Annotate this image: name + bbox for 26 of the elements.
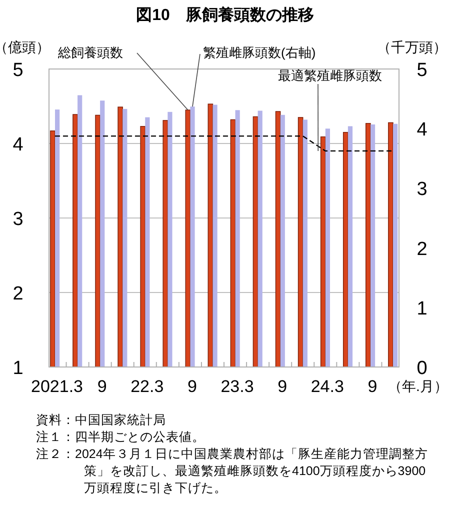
x-tick-label: 23.3 (220, 377, 254, 396)
x-axis-title: （年.月） (388, 378, 448, 394)
y2-tick-label: 1 (416, 298, 428, 320)
x-tick-label: 9 (368, 377, 378, 396)
text: 資料：中国国家統計局 (36, 412, 167, 429)
x-tick-label: 22.3 (130, 377, 164, 396)
text: 注１：四半期ごとの公表値。 (36, 429, 206, 446)
text: 注２：2024年３月１日に中国農業農村部は「豚生産能力管理調整方策」を改訂し、最適繁殖雌豚頭数を4100万頭程度から3900万頭程度に引き下げた。 (36, 446, 428, 497)
y-axis-title: （億頭） (0, 39, 50, 55)
y-tick-label: 2 (12, 284, 24, 304)
y2-tick-label: 0 (416, 358, 428, 379)
y-tick-label: 3 (12, 209, 24, 230)
y2-axis-title: （千万頭） (377, 39, 447, 55)
chart-title: 図10 豚飼養頭数の推移 (136, 6, 314, 24)
x-tick-label: 9 (97, 377, 107, 396)
x-tick-label: 2021.3 (31, 377, 83, 396)
y2-tick-label: 2 (416, 238, 428, 260)
y2-tick-label: 3 (416, 179, 428, 200)
y2-tick-label: 5 (416, 60, 428, 81)
y-tick-label: 4 (12, 134, 24, 156)
y-tick-label: 1 (12, 358, 24, 379)
x-tick-label: 24.3 (310, 377, 344, 396)
y2-tick-label: 4 (416, 120, 428, 141)
x-tick-label: 9 (187, 377, 197, 396)
x-tick-label: 9 (278, 377, 288, 396)
y-tick-label: 5 (12, 60, 24, 81)
